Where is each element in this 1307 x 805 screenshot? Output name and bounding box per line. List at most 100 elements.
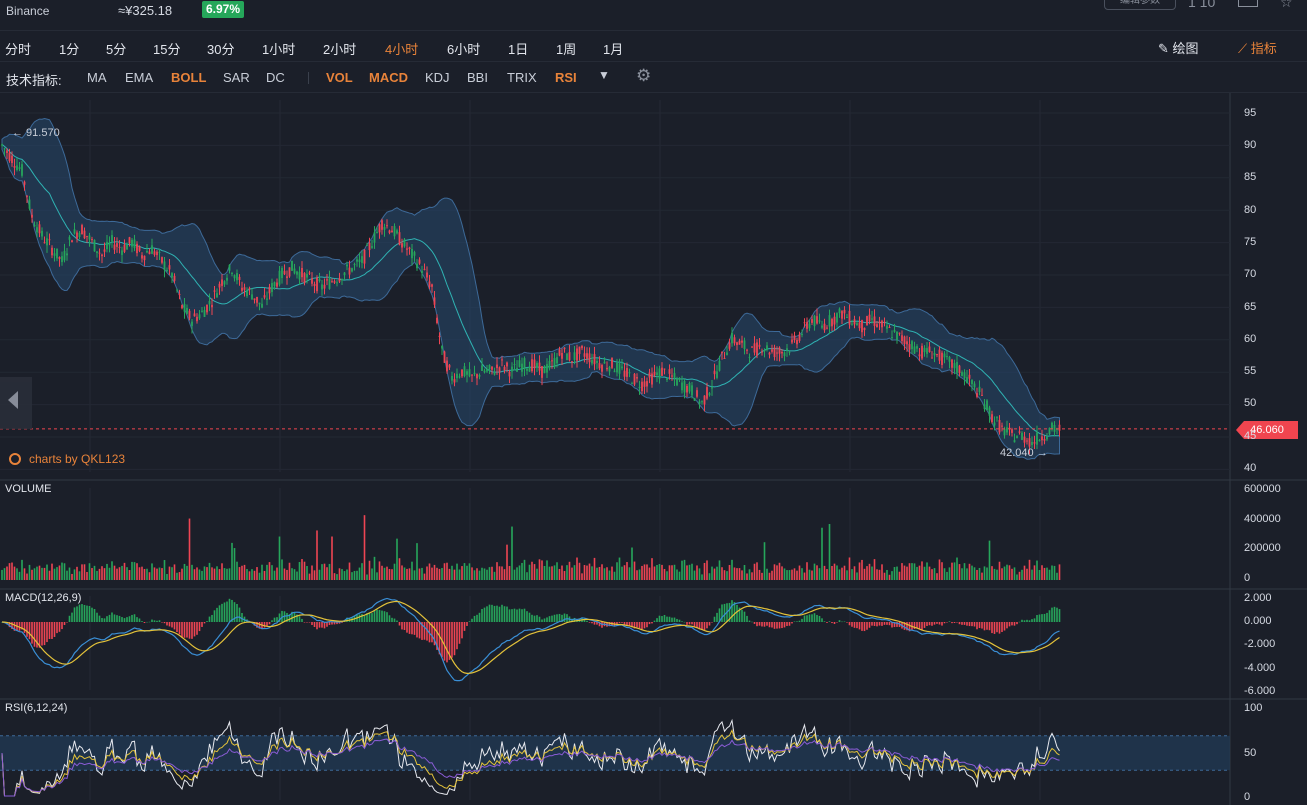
macd-histogram-bar	[683, 621, 686, 623]
volume-bar	[711, 566, 713, 580]
macd-histogram-bar	[681, 621, 683, 622]
macd-histogram-bar	[403, 622, 406, 631]
candle-body	[343, 272, 346, 276]
timeframe-3[interactable]: 15分	[153, 42, 181, 57]
indicator-ema[interactable]: EMA	[125, 70, 154, 85]
volume-bar	[926, 562, 928, 580]
timeframe-2[interactable]: 5分	[106, 42, 127, 57]
macd-histogram-bar	[451, 622, 453, 658]
macd-histogram-bar	[688, 622, 691, 625]
volume-bar	[683, 559, 686, 580]
timeframe-4[interactable]: 30分	[207, 42, 235, 57]
header: Binance ≈¥325.18 6.97% 编辑参数 1 10 ☆	[0, 0, 1307, 31]
gear-icon[interactable]: ⚙	[636, 66, 652, 85]
screenshot-icon[interactable]	[1238, 0, 1258, 7]
timeframe-11[interactable]: 1月	[603, 42, 624, 57]
volume-bar	[338, 568, 341, 580]
candle-body	[891, 337, 893, 339]
draw-tool-button[interactable]: ✎ 绘图	[1158, 41, 1199, 56]
macd-histogram-bar	[23, 622, 26, 633]
star-icon[interactable]: ☆	[1280, 0, 1293, 10]
candle-body	[318, 278, 321, 281]
macd-histogram-bar	[536, 615, 538, 622]
indicator-sar[interactable]: SAR	[223, 70, 250, 85]
candle-body	[261, 303, 263, 308]
macd-histogram-bar	[793, 621, 796, 622]
macd-histogram-bar	[328, 622, 331, 625]
indicator-rsi[interactable]: RSI	[555, 70, 577, 85]
indicators-tool-button[interactable]: ⟋ 指标	[1238, 41, 1277, 56]
timeframe-9[interactable]: 1日	[508, 42, 529, 57]
volume-bar	[696, 565, 698, 580]
macd-histogram-bar	[406, 622, 408, 633]
candle-body	[226, 277, 228, 281]
timeframe-10[interactable]: 1周	[556, 42, 577, 57]
candle-body	[213, 290, 216, 292]
indicator-trix[interactable]: TRIX	[507, 70, 537, 85]
change-badge: 6.97%	[202, 1, 245, 18]
volume-bar	[668, 565, 671, 580]
volume-bar	[536, 568, 538, 580]
indicator-bbi[interactable]: BBI	[467, 70, 488, 85]
macd-dif-line	[1, 597, 1060, 682]
timeframe-7[interactable]: 4小时	[385, 42, 419, 57]
macd-histogram-bar	[983, 622, 986, 631]
volume-bar	[781, 566, 783, 580]
macd-histogram-bar	[446, 622, 448, 663]
volume-bar	[468, 563, 471, 580]
macd-histogram-bar	[721, 604, 723, 622]
indicator-vol[interactable]: VOL	[326, 70, 353, 85]
candle-body	[561, 352, 563, 359]
volume-bar	[601, 564, 603, 580]
volume-bar	[98, 568, 101, 580]
candle-body	[286, 276, 288, 279]
macd-histogram-bar	[66, 622, 68, 623]
volume-bar	[223, 568, 226, 580]
volume-bar	[728, 565, 731, 580]
volume-bar	[803, 572, 806, 580]
indicator-kdj[interactable]: KDJ	[425, 70, 450, 85]
volume-bar	[786, 570, 788, 580]
macd-histogram-bar	[723, 603, 726, 622]
volume-bar	[318, 569, 321, 580]
volume-bar	[221, 563, 223, 580]
indicator-dc[interactable]: DC	[266, 70, 285, 85]
candle-body	[368, 242, 371, 251]
indicator-macd[interactable]: MACD	[369, 70, 408, 85]
macd-histogram-bar	[591, 622, 593, 624]
candle-body	[401, 243, 403, 248]
macd-histogram-bar	[883, 622, 886, 625]
candle-body	[593, 354, 596, 365]
macd-histogram-bar	[1048, 610, 1051, 622]
macd-histogram-bar	[608, 622, 611, 627]
volume-bar	[373, 556, 376, 580]
timeframe-8[interactable]: 6小时	[447, 42, 481, 57]
edit-params-button[interactable]: 编辑参数	[1104, 0, 1176, 10]
timeframe-1[interactable]: 1分	[59, 42, 80, 57]
indicator-boll[interactable]: BOLL	[171, 70, 207, 85]
timeframe-0[interactable]: 分时	[5, 42, 32, 57]
candle-body	[641, 381, 643, 392]
timeframe-5[interactable]: 1小时	[262, 42, 296, 57]
candle-body	[448, 364, 451, 368]
candle-body	[871, 318, 873, 320]
candle-body	[251, 294, 253, 300]
macd-histogram-bar	[706, 622, 708, 629]
indicator-ma[interactable]: MA	[87, 70, 107, 85]
candlestick-chart[interactable]	[0, 93, 1307, 805]
timeframe-6[interactable]: 2小时	[323, 42, 357, 57]
candle-body	[903, 336, 906, 345]
volume-bar	[1031, 569, 1033, 580]
volume-bar	[53, 568, 56, 580]
macd-histogram-bar	[908, 622, 911, 632]
candle-body	[283, 270, 286, 275]
candle-body	[93, 239, 96, 252]
volume-bar	[928, 566, 931, 580]
collapse-panel-button[interactable]	[0, 377, 32, 429]
candle-body	[1036, 432, 1038, 445]
volume-bar	[628, 567, 631, 580]
volume-bar	[526, 572, 528, 580]
caret-down-icon[interactable]: ▼	[598, 68, 610, 82]
price-tick: 75	[1244, 236, 1257, 248]
volume-bar	[141, 566, 143, 580]
